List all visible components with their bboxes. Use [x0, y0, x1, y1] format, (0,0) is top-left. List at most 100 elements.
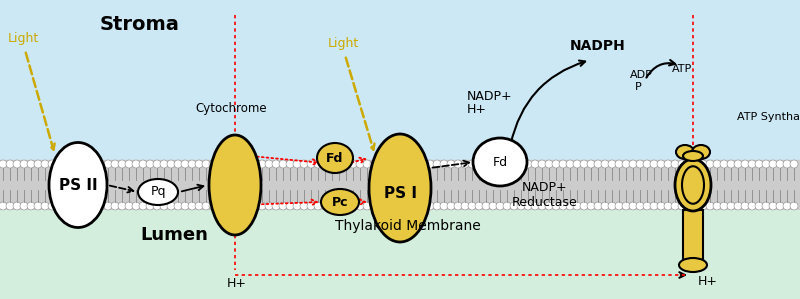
Circle shape [496, 202, 504, 210]
Circle shape [76, 202, 84, 210]
Circle shape [489, 202, 497, 210]
Circle shape [461, 160, 469, 168]
Circle shape [685, 160, 693, 168]
Bar [683, 210, 703, 265]
Ellipse shape [369, 134, 431, 242]
Circle shape [370, 160, 378, 168]
Text: Stroma: Stroma [100, 15, 180, 34]
Circle shape [440, 160, 448, 168]
Circle shape [748, 202, 756, 210]
Circle shape [300, 160, 308, 168]
Circle shape [741, 202, 749, 210]
Text: ADP: ADP [630, 70, 653, 80]
Circle shape [349, 202, 357, 210]
Text: Pc: Pc [332, 196, 348, 208]
Circle shape [125, 160, 133, 168]
Circle shape [160, 202, 168, 210]
Ellipse shape [317, 143, 353, 173]
Circle shape [13, 160, 21, 168]
Circle shape [650, 160, 658, 168]
Circle shape [293, 202, 301, 210]
Bar [0, 0, 800, 160]
Circle shape [748, 160, 756, 168]
Circle shape [342, 160, 350, 168]
Circle shape [517, 202, 525, 210]
Circle shape [83, 160, 91, 168]
Circle shape [34, 202, 42, 210]
Circle shape [713, 202, 721, 210]
Circle shape [426, 160, 434, 168]
Circle shape [643, 160, 651, 168]
Text: PS I: PS I [383, 185, 417, 201]
Circle shape [342, 202, 350, 210]
Circle shape [230, 202, 238, 210]
Circle shape [405, 202, 413, 210]
Circle shape [125, 202, 133, 210]
Circle shape [62, 160, 70, 168]
Circle shape [615, 202, 623, 210]
Circle shape [265, 160, 273, 168]
Text: Fd: Fd [493, 155, 507, 169]
Circle shape [727, 160, 735, 168]
Circle shape [664, 202, 672, 210]
Circle shape [510, 202, 518, 210]
Circle shape [433, 202, 441, 210]
Text: ATP Synthase: ATP Synthase [737, 112, 800, 122]
Text: ATP: ATP [672, 64, 692, 74]
Circle shape [223, 160, 231, 168]
Circle shape [258, 160, 266, 168]
Circle shape [601, 202, 609, 210]
Text: NADPH: NADPH [570, 39, 626, 53]
Circle shape [230, 160, 238, 168]
Circle shape [538, 202, 546, 210]
Circle shape [307, 160, 315, 168]
Circle shape [272, 202, 280, 210]
Circle shape [531, 160, 539, 168]
Circle shape [384, 160, 392, 168]
Circle shape [237, 202, 245, 210]
Circle shape [132, 202, 140, 210]
Circle shape [510, 160, 518, 168]
Circle shape [489, 160, 497, 168]
Circle shape [622, 202, 630, 210]
Circle shape [286, 202, 294, 210]
Circle shape [167, 202, 175, 210]
Circle shape [419, 202, 427, 210]
Circle shape [776, 160, 784, 168]
Circle shape [503, 160, 511, 168]
Text: Lumen: Lumen [140, 226, 208, 244]
Circle shape [412, 202, 420, 210]
Circle shape [139, 202, 147, 210]
Circle shape [398, 202, 406, 210]
Circle shape [706, 202, 714, 210]
Ellipse shape [209, 135, 261, 235]
Circle shape [244, 202, 252, 210]
Circle shape [412, 160, 420, 168]
Circle shape [153, 160, 161, 168]
Circle shape [104, 160, 112, 168]
Circle shape [769, 160, 777, 168]
Circle shape [0, 160, 7, 168]
Text: Light: Light [8, 32, 39, 45]
Circle shape [349, 160, 357, 168]
Circle shape [286, 160, 294, 168]
Text: Thylakoid Membrane: Thylakoid Membrane [335, 219, 481, 233]
Circle shape [531, 202, 539, 210]
Circle shape [741, 160, 749, 168]
Circle shape [202, 202, 210, 210]
Circle shape [440, 202, 448, 210]
Circle shape [678, 202, 686, 210]
Circle shape [90, 202, 98, 210]
Circle shape [188, 202, 196, 210]
Bar [0, 160, 800, 210]
Circle shape [167, 160, 175, 168]
Circle shape [447, 160, 455, 168]
Circle shape [783, 202, 791, 210]
Circle shape [790, 202, 798, 210]
Circle shape [377, 160, 385, 168]
Circle shape [622, 160, 630, 168]
Circle shape [461, 202, 469, 210]
Circle shape [384, 202, 392, 210]
Text: PS II: PS II [58, 178, 98, 193]
Circle shape [398, 160, 406, 168]
